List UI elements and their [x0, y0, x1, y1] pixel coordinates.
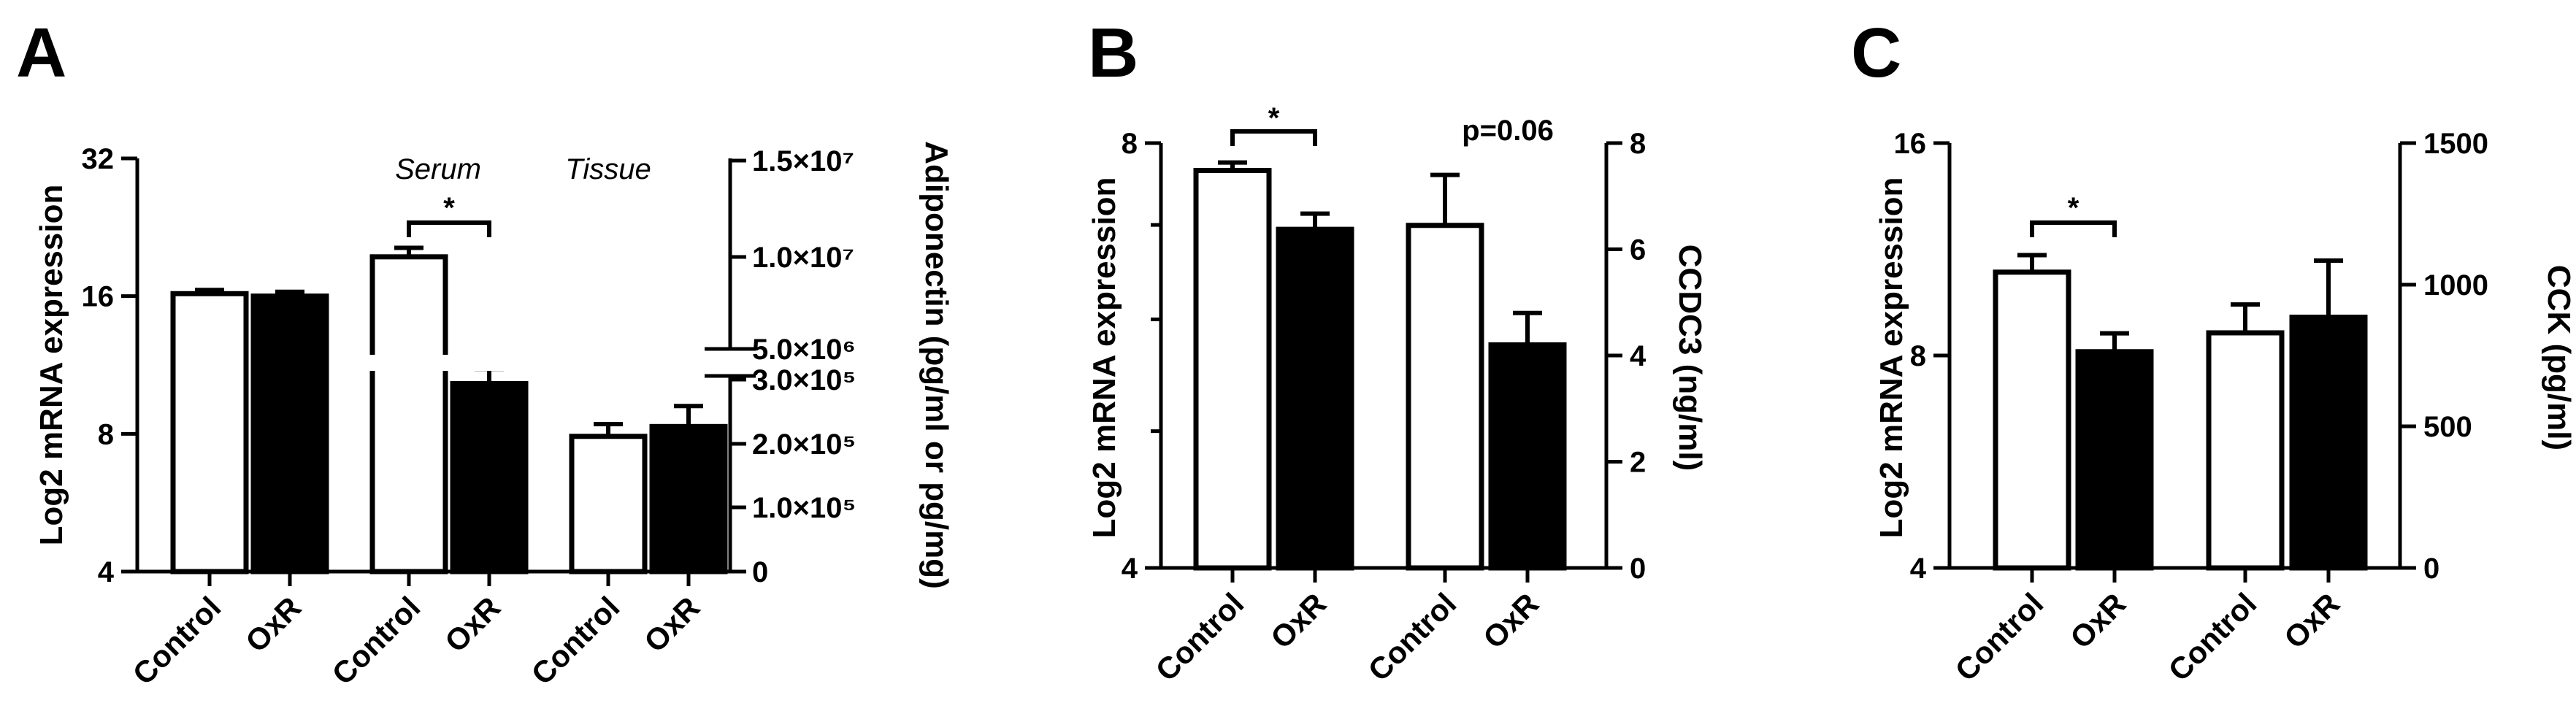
- y-axis-label: Log2 mRNA expression: [1086, 177, 1122, 539]
- error-bar-5: [674, 404, 703, 427]
- bar-oxr-3: [1488, 342, 1567, 571]
- y2-upper-tick-label-0: 5.0×10⁶: [752, 334, 856, 366]
- category-label-1: OxR: [1264, 586, 1333, 655]
- category-label-1: OxR: [2063, 586, 2132, 655]
- y2-axis-label: CCDC3 (ng/ml): [1672, 245, 1708, 471]
- p-value-annotation: p=0.06: [1462, 115, 1554, 147]
- y2-lower-tick-label-0: 0: [752, 556, 768, 588]
- category-label-4: Control: [525, 590, 626, 691]
- category-label-3: OxR: [2277, 586, 2346, 655]
- error-bar-3: [2314, 258, 2343, 318]
- error-bar-4: [594, 422, 623, 437]
- panel-letter: B: [1088, 14, 1138, 92]
- significance-star: *: [1268, 102, 1280, 134]
- y2-tick-label-4: 8: [1630, 128, 1646, 160]
- y2-axis-label: Adiponectin (pg/ml or pg/mg): [919, 141, 954, 589]
- bar-oxr-1: [1276, 226, 1354, 571]
- bar-oxr-3: [450, 381, 529, 574]
- significance-bracket: [2030, 220, 2117, 237]
- bar-oxr-5: [649, 423, 728, 574]
- category-label-2: Control: [2162, 586, 2263, 688]
- y-tick-label-1: 8: [98, 418, 114, 450]
- category-label-1: OxR: [239, 590, 307, 658]
- y-tick-label-1: 8: [1122, 128, 1138, 160]
- category-label-3: OxR: [438, 590, 507, 658]
- y2-axis-label: CCK (pg/ml): [2541, 265, 2576, 450]
- y-tick-label-0: 4: [1122, 553, 1138, 585]
- error-bar-1: [2100, 331, 2129, 352]
- significance-bracket: [1230, 129, 1317, 146]
- y-axis-label: Log2 mRNA expression: [34, 185, 69, 546]
- error-bar-1: [1300, 211, 1330, 230]
- group-label-tissue: Tissue: [565, 153, 651, 185]
- bar-break-gap: [367, 355, 532, 371]
- category-label-3: OxR: [1476, 586, 1545, 655]
- category-label-2: Control: [326, 590, 427, 691]
- bar-control-0: [1993, 269, 2071, 571]
- error-bar-0: [1218, 160, 1247, 171]
- y2-tick-label-0: 0: [2423, 553, 2439, 585]
- y2-tick-label-3: 6: [1630, 234, 1646, 266]
- significance-bracket: [407, 220, 491, 237]
- y-tick-label-2: 16: [1894, 128, 1927, 160]
- y-tick-label-0: 4: [98, 556, 115, 588]
- error-bar-0: [195, 288, 224, 294]
- error-bar-0: [2017, 253, 2047, 272]
- bar-control-2: [2206, 330, 2285, 571]
- panel-letter: C: [1851, 14, 1901, 92]
- bar-control-2: [1406, 223, 1484, 571]
- panel-a: A 4 8 16 32 5.0×10⁶ 1.0×10⁷ 1.5×10⁷ 0 1.0×10⁵ 2.0×…: [16, 14, 954, 691]
- y-tick-label-2: 16: [82, 281, 115, 313]
- category-label-0: Control: [126, 590, 228, 691]
- y2-tick-label-3: 1500: [2423, 128, 2488, 160]
- bar-control-4: [569, 434, 648, 574]
- group-label-serum: Serum: [395, 153, 481, 185]
- y2-tick-label-2: 1000: [2423, 269, 2488, 301]
- y-tick-label-0: 4: [1910, 553, 1927, 585]
- y2-lower-tick-label-1: 1.0×10⁵: [752, 492, 856, 524]
- y2-lower-tick-label-2: 2.0×10⁵: [752, 428, 856, 461]
- error-bar-2: [394, 245, 423, 257]
- category-label-0: Control: [1149, 586, 1251, 688]
- bar-oxr-3: [2289, 315, 2368, 571]
- error-bar-2: [1430, 172, 1460, 226]
- category-label-0: Control: [1949, 586, 2050, 688]
- error-bar-3: [1513, 310, 1542, 345]
- y2-lower-tick-label-3: 3.0×10⁵: [752, 364, 856, 396]
- bar-control-0: [170, 291, 249, 574]
- category-label-2: Control: [1362, 586, 1463, 688]
- category-label-5: OxR: [637, 590, 706, 658]
- y2-tick-label-1: 2: [1630, 447, 1646, 479]
- y2-upper-tick-label-1: 1.0×10⁷: [752, 242, 854, 274]
- error-bar-1: [275, 289, 304, 296]
- bar-control-2: [369, 254, 448, 574]
- significance-star: *: [443, 192, 455, 224]
- bar-oxr-1: [2075, 349, 2154, 571]
- y2-tick-label-2: 4: [1630, 340, 1647, 372]
- y-tick-label-3: 32: [82, 143, 115, 175]
- y2-tick-label-1: 500: [2423, 411, 2472, 443]
- panel-letter: A: [16, 14, 66, 92]
- error-bar-2: [2231, 302, 2260, 333]
- significance-star: *: [2068, 192, 2079, 224]
- y-axis-label: Log2 mRNA expression: [1874, 177, 1909, 539]
- y-tick-label-1: 8: [1910, 340, 1926, 372]
- bar-oxr-1: [250, 293, 329, 574]
- y2-tick-label-0: 0: [1630, 553, 1646, 585]
- y2-upper-tick-label-2: 1.5×10⁷: [752, 145, 854, 177]
- bar-control-0: [1193, 168, 1272, 571]
